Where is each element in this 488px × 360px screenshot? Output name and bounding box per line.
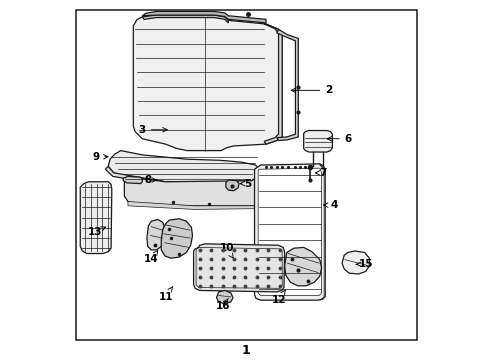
Polygon shape (264, 24, 282, 144)
Text: 11: 11 (158, 287, 172, 302)
Polygon shape (193, 244, 284, 292)
Text: 9: 9 (92, 152, 108, 162)
Text: 12: 12 (271, 290, 285, 305)
Polygon shape (254, 164, 325, 300)
Polygon shape (319, 164, 325, 300)
Text: 7: 7 (315, 168, 326, 178)
Text: 10: 10 (219, 243, 233, 258)
Polygon shape (216, 291, 233, 304)
Polygon shape (258, 168, 321, 296)
Text: 8: 8 (144, 175, 157, 185)
Text: 1: 1 (242, 344, 250, 357)
Polygon shape (124, 170, 266, 206)
Text: 15: 15 (356, 259, 373, 269)
Polygon shape (128, 202, 262, 210)
Polygon shape (105, 166, 258, 186)
Text: 2: 2 (291, 85, 332, 95)
Polygon shape (303, 131, 332, 152)
Text: 6: 6 (326, 134, 351, 144)
Polygon shape (341, 251, 368, 274)
Text: 16: 16 (215, 298, 230, 311)
Polygon shape (161, 219, 192, 258)
Polygon shape (123, 176, 142, 184)
Polygon shape (142, 15, 228, 23)
Polygon shape (147, 220, 164, 250)
Polygon shape (80, 182, 112, 253)
Text: 5: 5 (240, 179, 251, 189)
Text: 13: 13 (87, 227, 105, 237)
Polygon shape (276, 30, 298, 140)
Polygon shape (284, 247, 321, 286)
Text: 14: 14 (143, 251, 158, 264)
Polygon shape (108, 150, 260, 183)
Polygon shape (133, 15, 282, 150)
Text: 3: 3 (139, 125, 167, 135)
Polygon shape (225, 180, 239, 191)
Polygon shape (142, 12, 265, 23)
Text: 4: 4 (323, 200, 337, 210)
